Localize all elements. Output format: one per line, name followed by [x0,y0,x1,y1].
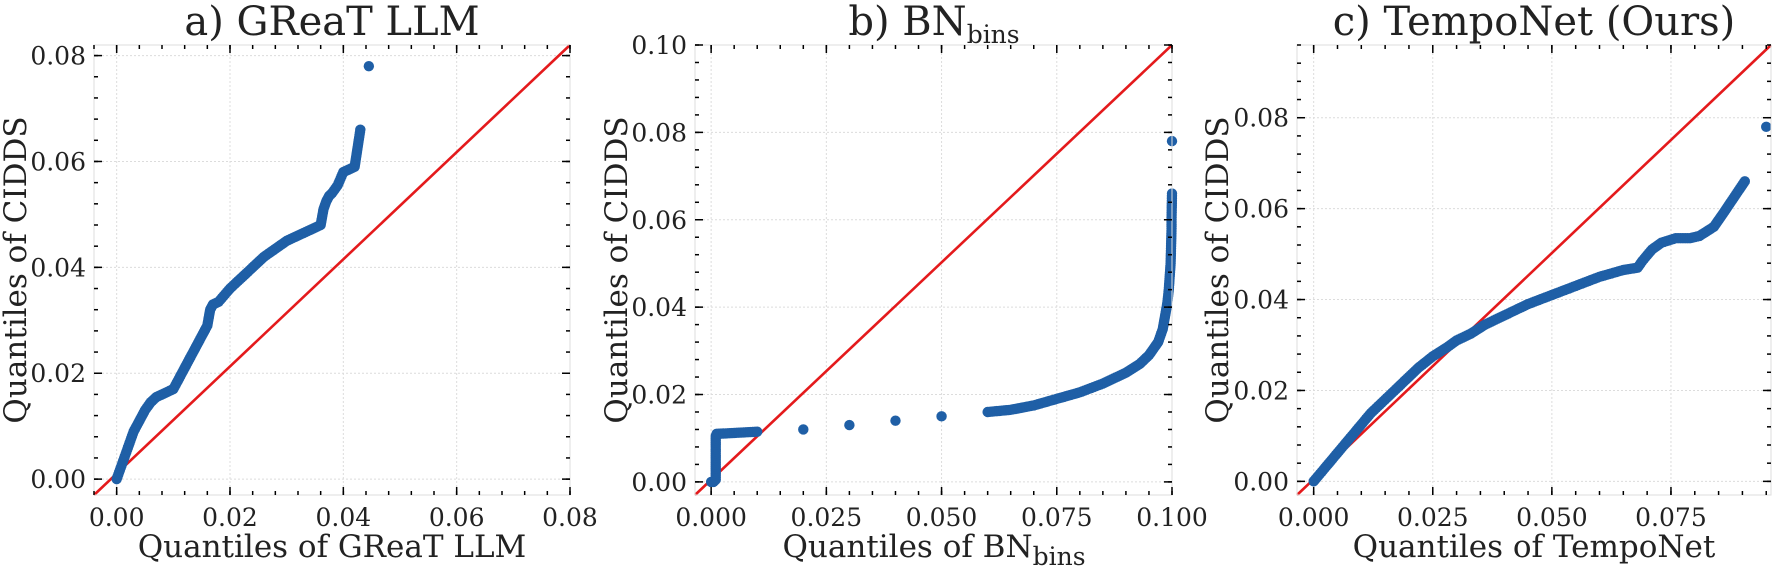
y-tick-label: 0.08 [631,118,687,147]
y-tick-label: 0.02 [30,359,86,388]
qq-point [363,60,375,72]
x-axis-label: Quantiles of TempoNet [1353,529,1716,565]
x-tick-label: 0.000 [675,503,747,532]
y-axis-label: Quantiles of CIDDS [599,116,635,423]
qq-point [890,415,901,426]
qq-point [936,411,947,422]
y-axis-label: Quantiles of CIDDS [0,116,34,423]
x-tick-label: 0.06 [429,503,485,532]
reference-line [1296,44,1772,496]
y-tick-label: 0.00 [30,465,86,494]
y-tick-label: 0.06 [30,147,86,176]
y-tick-label: 0.00 [631,468,687,497]
qq-point [355,124,366,135]
x-tick-label: 0.050 [906,503,978,532]
y-axis-label: Quantiles of CIDDS [1200,116,1236,423]
qq-point [1739,176,1750,187]
y-tick-label: 0.10 [631,31,687,60]
x-tick-label: 0.000 [1278,503,1350,532]
x-tick-label: 0.075 [1635,503,1707,532]
y-tick-label: 0.06 [1233,195,1289,224]
y-tick-label: 0.04 [631,293,687,322]
y-tick-label: 0.06 [631,206,687,235]
x-tick-label: 0.02 [202,503,258,532]
panel-c-temponet: 0.000 0.025 0.050 0.075 0.00 0.02 0.04 0.06 0.08… [1200,0,1772,565]
reference-line [93,44,571,496]
reference-line [694,44,1173,496]
chart-title: b) BNbins [848,0,1019,49]
y-tick-label: 0.04 [30,253,86,282]
panel-a-great-llm: 0.00 0.02 0.04 0.06 0.08 0.00 0.02 0.04 0.06 0.08… [0,0,598,565]
chart-title: c) TempoNet (Ours) [1333,0,1735,45]
x-tick-label: 0.025 [791,503,863,532]
x-axis-label: Quantiles of BNbins [782,529,1085,571]
x-tick-label: 0.00 [89,503,145,532]
y-tick-label: 0.08 [1233,104,1289,133]
plot-frame [694,44,1173,496]
x-tick-label: 0.08 [542,503,598,532]
x-tick-label: 0.050 [1516,503,1588,532]
panel-b-bn-bins: 0.000 0.025 0.050 0.075 0.100 0.00 0.02 0.04 0.0… [599,0,1208,571]
plot-frame [93,44,571,496]
qq-point [798,424,809,435]
x-tick-label: 0.075 [1021,503,1093,532]
qq-point [1761,121,1772,133]
qq-point [844,419,855,431]
y-tick-label: 0.08 [30,42,86,71]
x-tick-label: 0.04 [315,503,371,532]
x-tick-label: 0.100 [1136,503,1208,532]
x-axis-label: Quantiles of GReaT LLM [138,529,527,565]
y-tick-label: 0.00 [1233,467,1289,496]
y-tick-label: 0.02 [1233,376,1289,405]
y-tick-label: 0.02 [631,381,687,410]
plot-frame [1296,44,1772,496]
chart-title: a) GReaT LLM [184,0,479,45]
y-tick-label: 0.04 [1233,286,1289,315]
qq-point [752,426,763,437]
x-tick-label: 0.025 [1397,503,1469,532]
